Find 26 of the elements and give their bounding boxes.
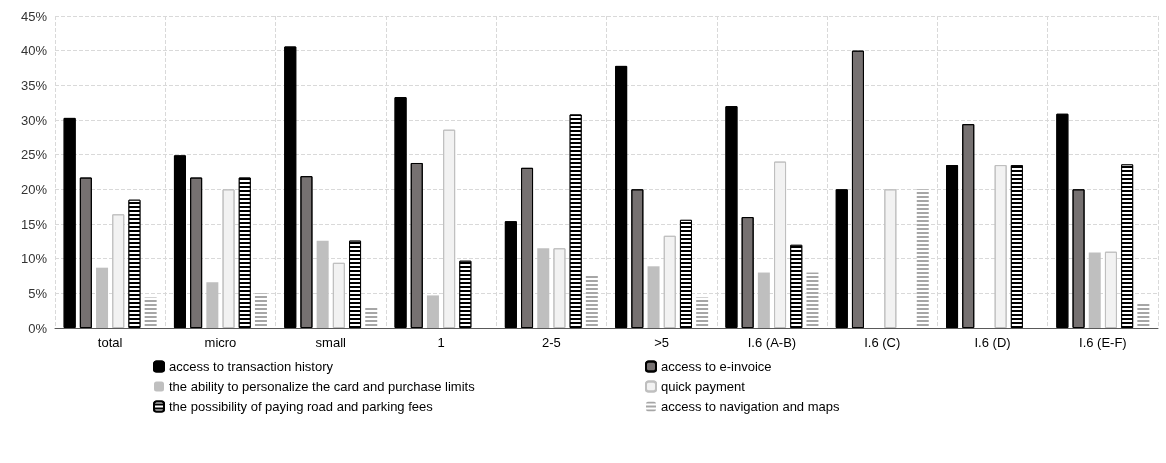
x-tick-label: >5 xyxy=(654,335,670,350)
x-tick-label: total xyxy=(97,335,123,350)
legend-label: access to navigation and maps xyxy=(661,399,840,414)
x-tick-label: I.6 (A-B) xyxy=(747,335,797,350)
y-tick-label: 10% xyxy=(20,251,48,267)
y-tick-label: 15% xyxy=(20,216,48,232)
x-tick-label: I.6 (E-F) xyxy=(1079,335,1127,350)
x-tick-label: 2-5 xyxy=(541,335,561,350)
x-tick-label: I.6 (D) xyxy=(974,335,1011,350)
y-tick-label: 25% xyxy=(20,147,48,163)
y-tick-label: 35% xyxy=(20,77,48,93)
legend-label: access to e-invoice xyxy=(661,359,772,374)
legend-label: the possibility of paying road and parking fees xyxy=(169,399,434,414)
x-tick-label: micro xyxy=(204,335,237,350)
legend-label: access to transaction history xyxy=(169,359,334,374)
y-tick-label: 30% xyxy=(20,112,48,128)
y-tick-label: 40% xyxy=(20,43,48,59)
y-tick-label: 20% xyxy=(20,181,48,197)
legend-label: the ability to personalize the card and purchase limits xyxy=(169,379,476,394)
y-tick-label: 5% xyxy=(28,285,48,301)
y-tick-label: 45% xyxy=(20,8,48,24)
legend-label: quick payment xyxy=(661,379,746,394)
x-tick-label: small xyxy=(315,335,347,350)
x-tick-label: I.6 (C) xyxy=(864,335,901,350)
x-tick-label: 1 xyxy=(437,335,445,350)
y-tick-label: 0% xyxy=(28,320,48,336)
